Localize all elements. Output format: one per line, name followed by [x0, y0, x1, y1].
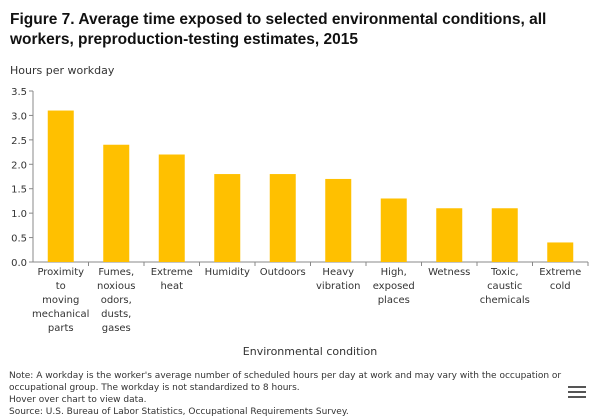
- x-axis-label: Environmental condition: [243, 345, 377, 358]
- x-tick-label: Proximity to moving mechanical parts: [32, 267, 89, 334]
- bar-chart[interactable]: Hours per workday 0.0 0.5 1.0 1.5 2.0 2.5 3.0 3…: [0, 0, 600, 370]
- bar[interactable]: Extreme heat: 2.2: [158, 154, 185, 262]
- bar[interactable]: Humidity: 1.8: [214, 174, 241, 262]
- y-tick-label: 1.5: [11, 185, 27, 196]
- bar[interactable]: High, exposed places: 1.3: [380, 198, 407, 262]
- x-tick-label: Heavy vibration: [316, 267, 360, 292]
- y-axis-label: Hours per workday: [10, 64, 115, 77]
- x-tick-label: Extreme heat: [151, 267, 193, 292]
- bar[interactable]: Fumes, noxious odors, dusts, gases: 2.4: [103, 144, 130, 262]
- y-axis-ticks: 0.0 0.5 1.0 1.5 2.0 2.5 3.0 3.5: [11, 87, 33, 269]
- bar[interactable]: Toxic, caustic chemicals: 1.1: [491, 208, 518, 262]
- chart-title-line-1: Figure 7. Average time exposed to select…: [10, 11, 547, 28]
- y-tick-label: 3.5: [11, 87, 27, 98]
- bar[interactable]: Outdoors: 1.8: [269, 174, 296, 262]
- x-tick-label: Wetness: [428, 267, 470, 278]
- note-line-1: Note: A workday is the worker's average …: [9, 371, 562, 381]
- hover-instruction: Hover over chart to view data.: [9, 395, 147, 405]
- note-line-2: occupational group. The workday is not s…: [9, 383, 300, 393]
- y-tick-label: 2.5: [11, 136, 27, 147]
- bar[interactable]: Heavy vibration: 1.7: [325, 178, 352, 262]
- x-tick-label: High, exposed places: [373, 267, 415, 306]
- bar[interactable]: Extreme cold: 0.4: [547, 242, 574, 262]
- x-tick-label: Extreme cold: [539, 267, 581, 292]
- source-note: Source: U.S. Bureau of Labor Statistics,…: [9, 407, 349, 417]
- bar[interactable]: Wetness: 1.1: [436, 208, 463, 262]
- x-tick-label: Outdoors: [260, 267, 306, 278]
- hamburger-menu-icon[interactable]: [568, 386, 586, 402]
- bar[interactable]: Proximity to moving mechanical parts: 3.…: [47, 110, 74, 263]
- bars-group[interactable]: Proximity to moving mechanical parts: 3.…: [47, 110, 574, 263]
- y-tick-label: 0.0: [11, 258, 27, 269]
- y-tick-label: 1.0: [11, 209, 27, 220]
- y-tick-label: 0.5: [11, 234, 27, 245]
- x-tick-label: Fumes, noxious odors, dusts, gases: [97, 267, 136, 334]
- chart-title: Figure 7. Average time exposed to select…: [10, 10, 570, 50]
- y-tick-label: 3.0: [11, 111, 27, 122]
- chart-notes: Note: A workday is the worker's average …: [9, 370, 569, 418]
- y-tick-label: 2.0: [11, 160, 27, 171]
- chart-title-line-2: workers, preproduction-testing estimates…: [10, 31, 358, 48]
- x-tick-label: Humidity: [205, 267, 250, 278]
- x-tick-label: Toxic, caustic chemicals: [480, 267, 530, 306]
